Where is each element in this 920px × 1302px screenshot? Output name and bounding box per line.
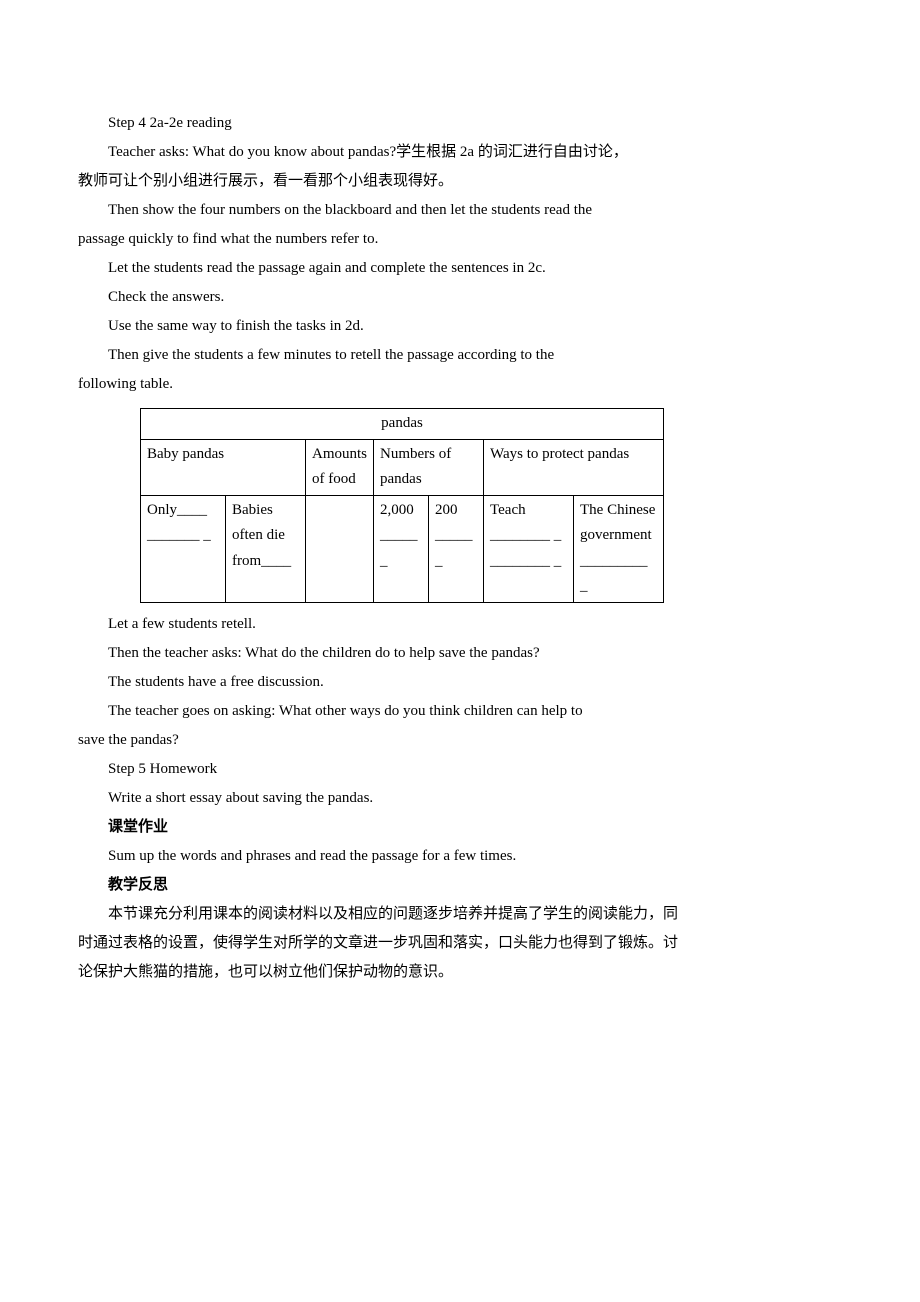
homework-heading: 课堂作业 — [78, 814, 842, 841]
step4-p6b: following table. — [78, 371, 842, 398]
cell-200: 200 _____ _ — [429, 495, 484, 602]
cell-only: Only____ _______ _ — [141, 495, 226, 602]
step4-p1b: 教师可让个别小组进行展示，看一看那个小组表现得好。 — [78, 168, 842, 195]
after-p2: Then the teacher asks: What do the child… — [78, 640, 842, 667]
reflection-p1: 本节课充分利用课本的阅读材料以及相应的问题逐步培养并提高了学生的阅读能力，同 — [78, 901, 842, 928]
after-p4b: save the pandas? — [78, 727, 842, 754]
cell-food — [306, 495, 374, 602]
table-h1: Baby pandas — [141, 439, 306, 495]
after-p4: The teacher goes on asking: What other w… — [78, 698, 842, 725]
after-p1: Let a few students retell. — [78, 611, 842, 638]
step4-p2b: passage quickly to find what the numbers… — [78, 226, 842, 253]
step4-p6: Then give the students a few minutes to … — [78, 342, 842, 369]
cell-2000: 2,000 _____ _ — [374, 495, 429, 602]
table-h2: Amounts of food — [306, 439, 374, 495]
reflection-heading: 教学反思 — [78, 872, 842, 899]
step4-p2: Then show the four numbers on the blackb… — [78, 197, 842, 224]
step4-p1: Teacher asks: What do you know about pan… — [78, 139, 842, 166]
reflection-p1b: 时通过表格的设置，使得学生对所学的文章进一步巩固和落实，口头能力也得到了锻炼。讨 — [78, 930, 842, 957]
step4-p3: Let the students read the passage again … — [78, 255, 842, 282]
cell-babies: Babies often die from____ — [226, 495, 306, 602]
cell-teach: Teach ________ _ ________ _ — [484, 495, 574, 602]
homework-p1: Sum up the words and phrases and read th… — [78, 843, 842, 870]
pandas-table: pandas Baby pandas Amounts of food Numbe… — [140, 408, 664, 603]
table-h3: Numbers of pandas — [374, 439, 484, 495]
cell-chinese: The Chinese government _________ _ — [574, 495, 664, 602]
table-title-cell: pandas — [141, 409, 664, 440]
step4-p5: Use the same way to finish the tasks in … — [78, 313, 842, 340]
step5-heading: Step 5 Homework — [78, 756, 842, 783]
step5-p1: Write a short essay about saving the pan… — [78, 785, 842, 812]
step4-heading: Step 4 2a-2e reading — [78, 110, 842, 137]
after-p3: The students have a free discussion. — [78, 669, 842, 696]
table-h4: Ways to protect pandas — [484, 439, 664, 495]
reflection-p1c: 论保护大熊猫的措施，也可以树立他们保护动物的意识。 — [78, 959, 842, 986]
step4-p4: Check the answers. — [78, 284, 842, 311]
